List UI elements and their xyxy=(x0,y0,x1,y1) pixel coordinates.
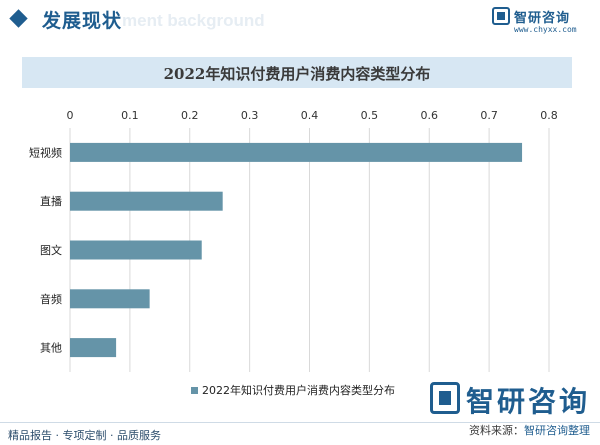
x-tick-label: 0.1 xyxy=(121,109,139,122)
bar xyxy=(70,240,202,260)
legend-label: 2022年知识付费用户消费内容类型分布 xyxy=(202,383,395,397)
page-header: ment background 发展现状 智研咨询 www.chyxx.com xyxy=(0,0,600,40)
watermark-logo: 智研咨询 xyxy=(430,380,600,420)
bar xyxy=(70,142,523,162)
y-category-label: 短视频 xyxy=(29,145,62,159)
source-value: 智研咨询整理 xyxy=(524,424,590,437)
y-category-label: 直播 xyxy=(40,194,62,208)
footer-source: 资料来源：智研咨询整理 xyxy=(469,422,590,438)
page-footer: 精品报告 · 专项定制 · 品质服务 资料来源：智研咨询整理 xyxy=(0,422,600,445)
chart-title: 2022年知识付费用户消费内容类型分布 xyxy=(163,65,431,83)
watermark-text: 智研咨询 xyxy=(466,385,591,418)
legend-swatch xyxy=(191,387,198,394)
header-ghost-text: ment background xyxy=(122,11,265,30)
x-tick-label: 0.5 xyxy=(361,109,379,122)
x-tick-label: 0.8 xyxy=(540,109,558,122)
x-tick-label: 0.7 xyxy=(480,109,498,122)
brand-url: www.chyxx.com xyxy=(514,25,577,34)
x-tick-label: 0.2 xyxy=(181,109,199,122)
brand-logo: 智研咨询 www.chyxx.com xyxy=(492,7,582,37)
page-title: 发展现状 xyxy=(42,10,123,32)
footer-tagline: 精品报告 · 专项定制 · 品质服务 xyxy=(8,429,161,442)
x-tick-label: 0.4 xyxy=(301,109,319,122)
y-category-label: 图文 xyxy=(40,243,62,257)
chart-title-bar: 2022年知识付费用户消费内容类型分布 xyxy=(22,57,572,88)
y-category-label: 音频 xyxy=(40,292,62,306)
x-tick-label: 0.6 xyxy=(421,109,439,122)
watermark-icon xyxy=(430,382,460,414)
bar xyxy=(70,191,223,211)
x-tick-label: 0.3 xyxy=(241,109,259,122)
y-category-label: 其他 xyxy=(40,342,62,355)
brand-name: 智研咨询 xyxy=(514,11,571,26)
footer-divider xyxy=(0,422,600,423)
source-label: 资料来源： xyxy=(469,424,524,437)
x-tick-label: 0 xyxy=(67,109,74,122)
brand-logo-icon xyxy=(492,7,510,25)
bar xyxy=(70,289,150,309)
bar xyxy=(70,338,117,358)
